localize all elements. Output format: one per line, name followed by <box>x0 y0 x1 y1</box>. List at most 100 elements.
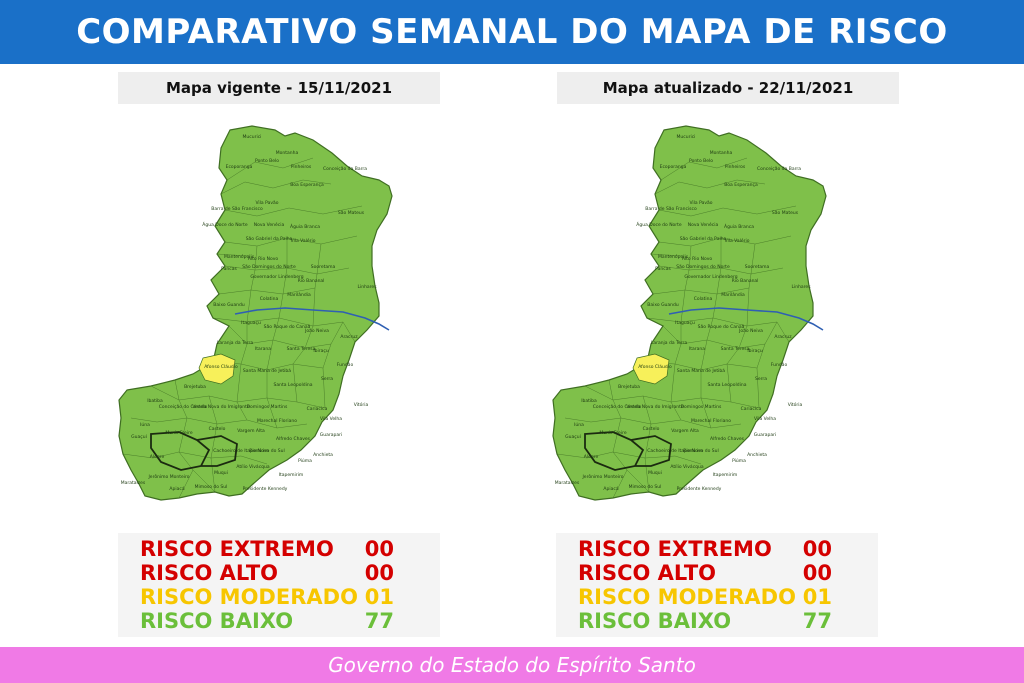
municipality-label: Ecoporanga <box>226 164 253 170</box>
municipality-label: Colatina <box>694 296 713 302</box>
municipal-boundary <box>726 243 756 403</box>
municipality-label: Brejetuba <box>618 384 640 390</box>
municipality-label: Nova Venécia <box>688 221 719 228</box>
legend-value: 00 <box>802 537 832 561</box>
municipality-label: Domingos Martins <box>247 404 288 410</box>
municipality-label: Alegre <box>150 454 165 460</box>
municipality-label: Guaçuí <box>565 433 581 440</box>
municipality-label: Mimoso do Sul <box>195 484 228 490</box>
municipality-label: Água Doce do Norte <box>636 221 682 228</box>
municipality-label: Santa Leopoldina <box>274 382 313 388</box>
municipality-label: São Mateus <box>338 210 365 216</box>
municipal-boundary <box>224 205 363 217</box>
municipal-boundary <box>208 395 218 493</box>
legend-row-low: RISCO BAIXO 77 <box>118 609 440 634</box>
municipality-label: João Neiva <box>738 328 763 334</box>
municipality-label: Rio Bananal <box>732 278 759 284</box>
municipality-label: Barra de São Francisco <box>211 206 263 212</box>
municipality-label: Marataízes <box>555 479 580 486</box>
municipality-label: Pancas <box>655 266 671 272</box>
municipality-label: Santa Teresa <box>721 346 750 352</box>
regional-boundary <box>150 431 238 471</box>
municipality-label: São Mateus <box>772 210 799 216</box>
municipal-boundary <box>292 243 322 403</box>
municipality-label: Cachoeiro de Itapemirim <box>647 448 703 454</box>
legend-updated: RISCO EXTREMO 00 RISCO ALTO 00 RISCO MOD… <box>556 533 878 637</box>
municipality-label: Vila Pavão <box>689 200 712 206</box>
municipality-label: Guarapari <box>320 432 342 438</box>
municipality-label: Piúma <box>732 457 746 464</box>
regional-boundary <box>584 431 672 471</box>
municipality-label: Aracruz <box>340 334 358 340</box>
municipality-label: Cachoeiro de Itapemirim <box>213 448 269 454</box>
legend-row-moderate: RISCO MODERADO 01 <box>118 585 440 610</box>
municipality-label: Vargem Alta <box>671 428 699 434</box>
municipality-label: Ibatiba <box>147 398 163 404</box>
panel-title-current: Mapa vigente - 15/11/2021 <box>118 72 440 104</box>
municipality-label: São Domingos do Norte <box>242 264 296 270</box>
municipality-label: Alto Rio Novo <box>682 256 713 262</box>
municipality-label: Água Doce do Norte <box>202 221 248 228</box>
municipality-label: Rio Novo do Sul <box>249 448 285 454</box>
municipality-label: Vila Valério <box>290 237 315 244</box>
municipality-label: Vila Pavão <box>255 200 278 206</box>
municipal-boundary <box>658 205 797 217</box>
page-title: COMPARATIVO SEMANAL DO MAPA DE RISCO <box>0 0 1024 64</box>
municipality-label: Itaguaçu <box>675 320 695 326</box>
municipality-label: Ecoporanga <box>660 164 687 170</box>
municipality-label: Alto Rio Novo <box>248 256 279 262</box>
municipality-label: Brejetuba <box>184 384 206 390</box>
municipality-label: Linhares <box>791 284 811 290</box>
legend-value: 00 <box>364 537 394 561</box>
municipality-label: Piúma <box>298 457 312 464</box>
municipality-label: Laranja da Terra <box>217 340 254 346</box>
legend-value: 00 <box>802 561 832 585</box>
municipality-label: Jerônimo Monteiro <box>147 473 189 480</box>
moderate-risk-municipality <box>198 353 236 385</box>
municipality-label: Guaçuí <box>131 433 147 440</box>
municipality-label: Vitória <box>354 401 369 408</box>
municipality-label: São Roque do Canaã <box>698 324 745 330</box>
legend-label: RISCO EXTREMO <box>578 537 772 561</box>
municipality-label: Vila Velha <box>754 416 776 422</box>
municipality-label: Anchieta <box>747 452 767 458</box>
municipal-boundary <box>122 451 268 465</box>
legend-row-extreme: RISCO EXTREMO 00 <box>556 537 878 562</box>
municipality-label: Mantenópolis <box>224 253 255 260</box>
municipality-label: Afonso Cláudio <box>204 363 238 370</box>
municipality-label: Fundão <box>771 362 788 368</box>
municipality-label: Afonso Cláudio <box>638 363 672 370</box>
municipality-label: Montanha <box>710 150 733 156</box>
municipality-label: Marilândia <box>287 291 311 298</box>
municipality-label: Rio Bananal <box>298 278 325 284</box>
municipal-boundary <box>556 451 702 465</box>
municipality-label: Presidente Kennedy <box>243 486 288 492</box>
municipality-label: Vila Valério <box>724 237 749 244</box>
municipality-label: Domingos Martins <box>681 404 722 410</box>
state-outline <box>118 125 393 501</box>
municipality-label: Fundão <box>337 362 354 368</box>
legend-label: RISCO BAIXO <box>140 609 294 633</box>
municipality-label: Conceição do Castelo <box>593 404 642 410</box>
municipality-label: Marataízes <box>121 479 146 486</box>
municipality-label: Venda Nova do Imigrante <box>626 404 683 410</box>
municipal-boundary <box>218 287 316 295</box>
municipality-label: Conceição do Castelo <box>159 404 208 410</box>
municipal-boundary <box>650 253 684 257</box>
municipality-label: Santa Maria de Jetibá <box>677 367 725 374</box>
municipality-label: Conceição da Barra <box>757 166 801 172</box>
municipality-label: Mucurici <box>677 134 696 140</box>
municipality-label: Marechal Floriano <box>257 418 297 424</box>
municipality-label: Venda Nova do Imigrante <box>192 404 249 410</box>
municipality-label: Marechal Floriano <box>691 418 731 424</box>
municipality-label: Castelo <box>209 426 226 432</box>
municipality-label: Muqui <box>648 470 662 476</box>
municipality-label: Baixo Guandu <box>647 302 679 308</box>
municipality-label: Apiacá <box>603 485 618 492</box>
municipality-label: Boa Esperança <box>724 182 758 188</box>
municipality-label: Santa Teresa <box>287 346 316 352</box>
municipality-label: Nova Venécia <box>254 221 285 228</box>
municipality-label: Aracruz <box>774 334 792 340</box>
legend-label: RISCO MODERADO <box>578 585 796 609</box>
municipality-label: Ponto Belo <box>689 158 713 164</box>
